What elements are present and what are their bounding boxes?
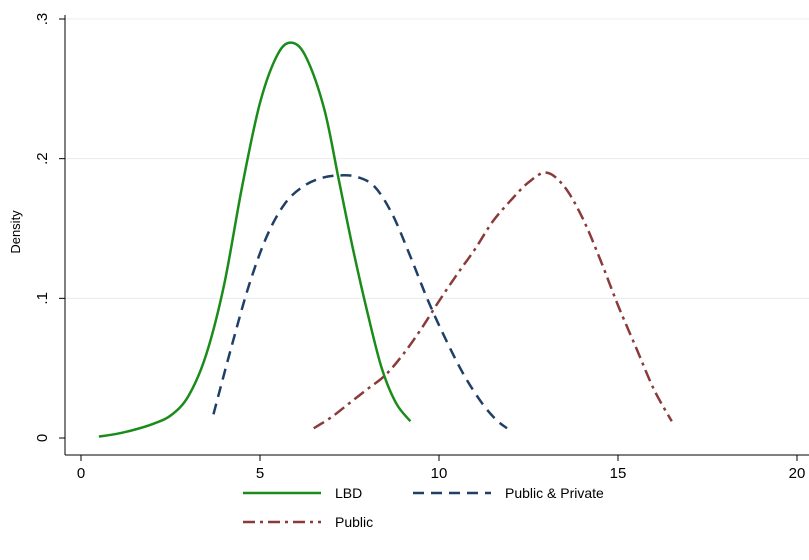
x-tick-label: 0	[77, 465, 85, 482]
y-tick-label: .3	[34, 13, 51, 26]
series-line-lbd	[98, 41, 412, 438]
x-tick-label: 20	[789, 465, 806, 482]
series-line-public-private	[212, 174, 508, 430]
y-tick-label: .2	[34, 152, 51, 165]
legend-label: Public & Private	[505, 485, 604, 501]
axes: 0 5 10 15 20 0 .1 .2 .3	[34, 13, 809, 482]
legend: LBD Public & Private Public	[243, 485, 604, 530]
y-tick-label: .1	[34, 292, 51, 305]
series-lines	[98, 41, 673, 438]
x-tick-label: 10	[431, 465, 448, 482]
legend-label: LBD	[335, 485, 362, 501]
y-axis-label: Density	[8, 210, 23, 254]
x-tick-label: 5	[256, 465, 264, 482]
legend-label: Public	[335, 514, 373, 530]
series-line-public	[313, 171, 673, 430]
x-tick-label: 15	[610, 465, 627, 482]
y-tick-label: 0	[34, 434, 51, 442]
grid-lines	[65, 18, 809, 299]
